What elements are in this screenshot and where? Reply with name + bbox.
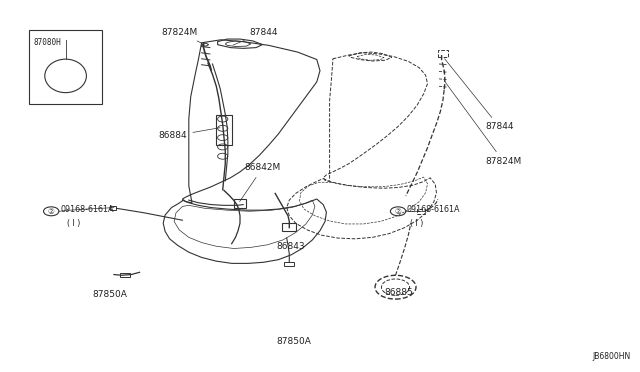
Text: ②: ② — [48, 207, 54, 216]
Text: 87824M: 87824M — [445, 81, 522, 166]
Bar — [216, 115, 232, 145]
Text: 87824M: 87824M — [161, 28, 202, 44]
Bar — [438, 50, 448, 57]
Text: 87850A: 87850A — [276, 337, 311, 346]
Text: ( I ): ( I ) — [67, 219, 81, 228]
Bar — [110, 206, 116, 210]
Text: ( I ): ( I ) — [410, 219, 423, 228]
Text: 87844: 87844 — [233, 28, 278, 45]
Bar — [284, 262, 294, 266]
Text: 87850A: 87850A — [93, 290, 127, 299]
Bar — [234, 199, 246, 208]
Text: 86884: 86884 — [159, 128, 220, 140]
Bar — [417, 209, 425, 214]
Text: ②: ② — [395, 207, 401, 216]
Text: 87080H: 87080H — [34, 38, 61, 47]
Ellipse shape — [45, 59, 86, 93]
Text: 86843: 86843 — [276, 242, 305, 251]
Bar — [29, 30, 102, 104]
Text: JB6800HN: JB6800HN — [592, 352, 630, 361]
Text: 09168-6161A: 09168-6161A — [61, 205, 115, 214]
Text: 86885: 86885 — [384, 288, 413, 296]
Text: 87844: 87844 — [445, 59, 514, 131]
Bar — [120, 273, 130, 277]
Text: 86842M: 86842M — [239, 163, 281, 202]
Bar — [282, 223, 296, 231]
Text: 09168-6161A: 09168-6161A — [406, 205, 460, 214]
